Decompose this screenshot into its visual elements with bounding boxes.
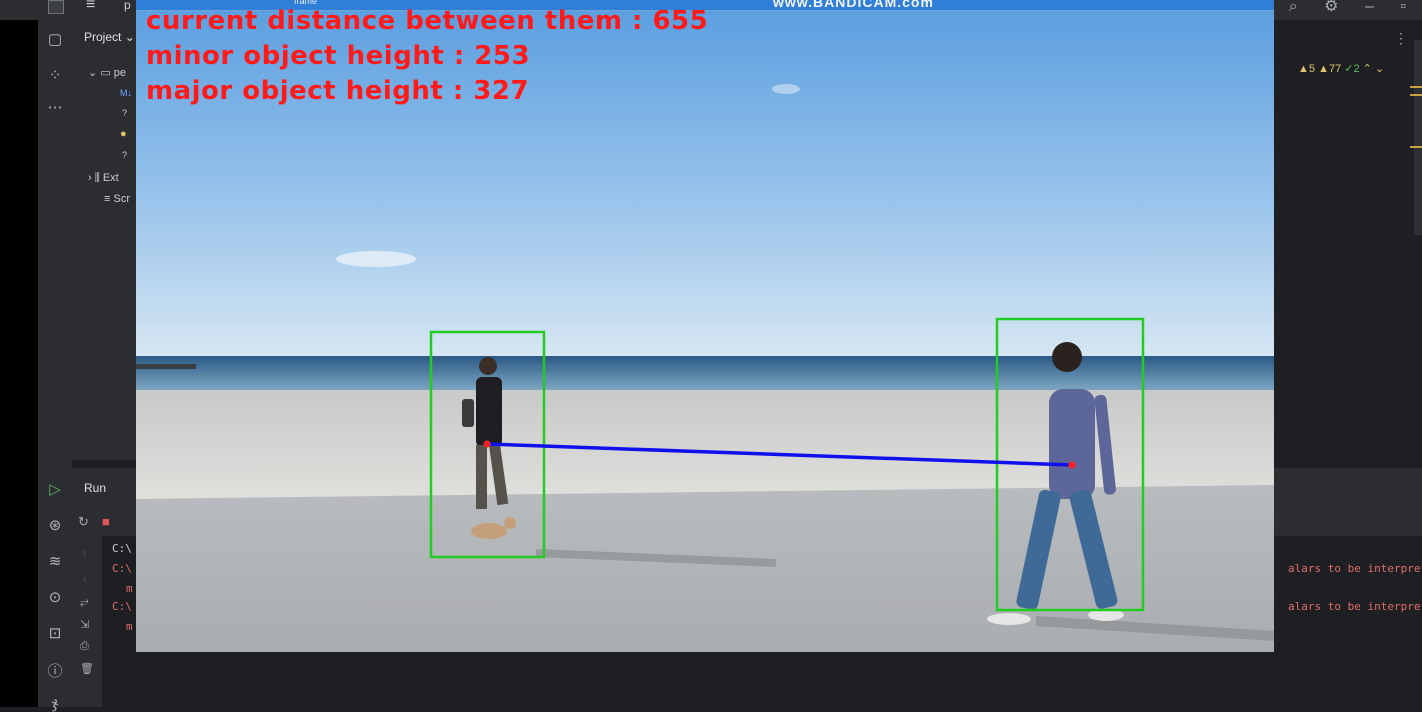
python-file-icon[interactable]: ●	[120, 128, 127, 140]
problems-icon[interactable]: ⓘ	[47, 663, 63, 680]
beach-scene	[136, 11, 1274, 652]
search-icon[interactable]: ⌕	[1288, 0, 1298, 15]
more-options-icon[interactable]: ⋮	[1394, 30, 1408, 46]
distance-line	[486, 442, 1073, 467]
tree-item-root[interactable]: ⌄ ▭ pe	[88, 67, 126, 79]
structure-icon[interactable]: ⁘	[48, 67, 62, 84]
major-height-readout: major object height : 327	[146, 76, 530, 106]
frame-window-title: frame	[294, 0, 318, 6]
cloud	[772, 84, 800, 94]
tree-item-external-libraries[interactable]: › ⫼ Ext	[88, 172, 119, 184]
tool-window-bar: ▢ ⁘ ⋯ ▷ ⊛ ≋ ⊙ ⊡ ⓘ ჯ	[38, 20, 73, 712]
layers-icon[interactable]: ≋	[48, 553, 62, 570]
run-tool-icon[interactable]: ▷	[49, 481, 61, 498]
python-packages-icon[interactable]: ⊛	[48, 517, 62, 534]
scroll-marker	[1410, 86, 1422, 88]
more-tools-icon[interactable]: ⋯	[47, 99, 63, 116]
soft-wrap-icon[interactable]: ⥂	[80, 596, 89, 608]
console-line-tail: alars to be interprete	[1288, 600, 1422, 613]
editor-area: ⋮ ▲5 ▲77 ✓2 ⌃ ⌄	[1274, 20, 1422, 460]
version-control-icon[interactable]: ჯ	[51, 695, 59, 712]
terminal-icon[interactable]: ⊡	[48, 625, 62, 642]
promenade	[136, 485, 1274, 652]
app-logo-icon[interactable]	[48, 0, 64, 14]
tree-item-file-2[interactable]: ?	[122, 150, 128, 160]
scroll-down-icon[interactable]: ↓	[82, 572, 88, 584]
clear-trash-icon[interactable]: 🗑	[80, 663, 94, 675]
scroll-marker	[1410, 146, 1422, 148]
cloud	[336, 251, 416, 267]
walker-left	[462, 357, 516, 539]
walker-right	[987, 342, 1124, 625]
services-icon[interactable]: ⊙	[48, 589, 62, 606]
shadow-walker-right	[1036, 616, 1274, 641]
project-name[interactable]: p	[124, 0, 131, 12]
project-panel	[72, 20, 142, 460]
bandicam-watermark: www.BANDICAM.com	[773, 0, 934, 10]
sky	[136, 11, 1274, 356]
inspection-widget[interactable]: ▲5 ▲77 ✓2 ⌃ ⌄	[1298, 63, 1385, 75]
maximize-icon[interactable]: ▫	[1400, 0, 1406, 15]
project-folder-icon[interactable]: ▢	[47, 31, 63, 48]
minor-height-readout: minor object height : 253	[146, 41, 531, 71]
editor-scrollbar[interactable]	[1414, 40, 1422, 235]
scroll-up-icon[interactable]: ↑	[82, 548, 88, 560]
hamburger-menu-icon[interactable]: ≡	[86, 0, 96, 13]
console-line: C:\	[112, 600, 132, 613]
scroll-to-end-icon[interactable]: ⇲	[80, 619, 90, 631]
jetty	[136, 364, 196, 369]
settings-gear-icon[interactable]: ⚙	[1324, 0, 1339, 15]
distance-readout: current distance between them : 655	[146, 6, 709, 36]
console-line: C:\	[112, 562, 132, 575]
title-bar-actions: ⌕ ⚙ – ▫	[1267, 0, 1406, 16]
console-line: m	[126, 620, 133, 633]
console-line-tail: alars to be interprete	[1288, 562, 1422, 575]
console-line: C:\	[112, 542, 132, 555]
centroid-point-major	[1068, 461, 1076, 469]
tree-item-readme[interactable]: M↓	[120, 88, 132, 98]
shadow-walker-left	[536, 549, 776, 567]
frame-window-title-bar[interactable]: frame www.BANDICAM.com	[136, 0, 1274, 10]
video-frame	[136, 10, 1274, 652]
console-line: m	[126, 582, 133, 595]
run-tab[interactable]: Run	[84, 481, 107, 495]
scroll-marker	[1410, 94, 1422, 96]
centroid-point-minor	[483, 440, 491, 448]
left-strip	[0, 20, 38, 707]
sea	[136, 356, 1274, 390]
print-icon[interactable]: ⎙	[80, 640, 89, 652]
project-panel-title[interactable]: Project ⌄	[84, 30, 135, 44]
tree-item-file-1[interactable]: ?	[122, 108, 128, 118]
rerun-icon[interactable]: ↻	[78, 514, 89, 529]
detection-box-major	[995, 317, 1145, 612]
tree-item-scratches[interactable]: ≡ Scr	[104, 193, 130, 205]
minimize-icon[interactable]: –	[1364, 0, 1374, 15]
stop-icon[interactable]: ■	[102, 514, 110, 529]
